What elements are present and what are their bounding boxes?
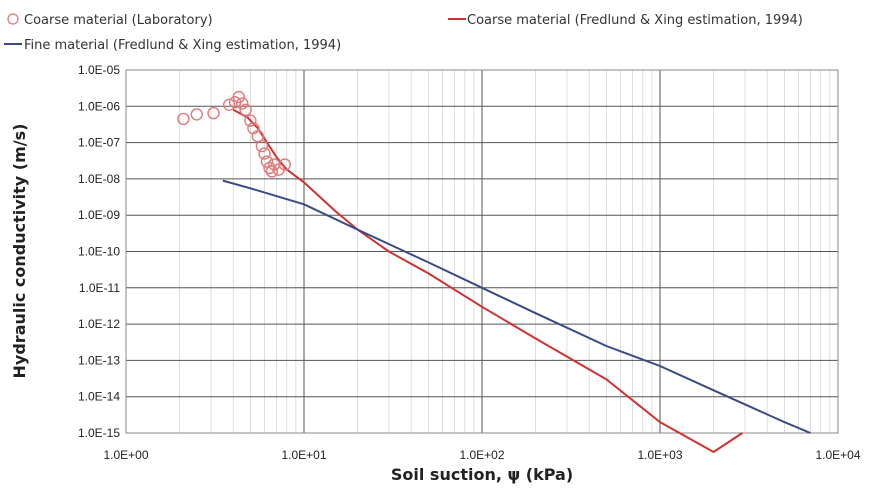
data-point [258, 147, 271, 160]
legend-item-coarse-lab: Coarse material (Laboratory) [7, 13, 213, 28]
legend-item-fine-estimation: Fine material (Fredlund & Xing estimatio… [4, 38, 341, 53]
data-point [236, 97, 249, 110]
y-tick-label: 1.0E-14 [78, 390, 120, 404]
x-tick-label: 1.0E+00 [103, 448, 148, 462]
y-tick-label: 1.0E-11 [79, 281, 120, 295]
legend-item-coarse-estimation: Coarse material (Fredlund & Xing estimat… [448, 13, 803, 28]
y-tick-label: 1.0E-12 [78, 317, 120, 331]
y-tick-labels: 1.0E-05 1.0E-06 1.0E-07 1.0E-08 1.0E-09 1.0E-… [78, 63, 120, 440]
series-lines [222, 108, 811, 453]
legend-label-fine-estimation: Fine material (Fredlund & Xing estimatio… [24, 38, 341, 53]
x-tick-label: 1.0E+03 [637, 448, 682, 462]
x-tick-label: 1.0E+01 [281, 448, 326, 462]
y-tick-label: 1.0E-13 [78, 353, 120, 367]
legend-marker-coarse-lab [7, 13, 19, 25]
data-point [222, 98, 236, 112]
data-point [239, 103, 252, 117]
data-point [278, 158, 291, 171]
y-tick-label: 1.0E-07 [78, 136, 120, 150]
data-point [207, 106, 220, 120]
x-tick-labels: 1.0E+00 1.0E+01 1.0E+02 1.0E+03 1.0E+04 [103, 448, 860, 462]
x-tick-label: 1.0E+04 [815, 448, 860, 462]
legend-label-coarse-lab: Coarse material (Laboratory) [24, 13, 213, 28]
data-point [177, 112, 190, 126]
data-point [232, 90, 246, 104]
data-point [265, 165, 279, 178]
data-point [244, 114, 257, 127]
y-tick-label: 1.0E-10 [78, 245, 120, 259]
y-axis-title: Hydraulic conductivity (m/s) [10, 124, 29, 379]
legend: Coarse material (Laboratory) Coarse mate… [4, 13, 803, 53]
series-markers [177, 90, 291, 178]
y-tick-label: 1.0E-15 [78, 426, 120, 440]
data-point [255, 139, 269, 153]
y-tick-label: 1.0E-09 [78, 208, 120, 222]
series-line-2 [222, 179, 811, 434]
legend-label-coarse-estimation: Coarse material (Fredlund & Xing estimat… [467, 13, 803, 28]
y-tick-label: 1.0E-05 [78, 63, 120, 77]
x-axis-title: Soil suction, ψ (kPa) [391, 465, 573, 484]
y-tick-label: 1.0E-08 [78, 172, 120, 186]
x-tick-label: 1.0E+02 [459, 448, 504, 462]
y-tick-label: 1.0E-06 [78, 99, 120, 113]
data-point [190, 108, 204, 121]
plot-border [125, 69, 839, 434]
data-point [260, 155, 274, 168]
